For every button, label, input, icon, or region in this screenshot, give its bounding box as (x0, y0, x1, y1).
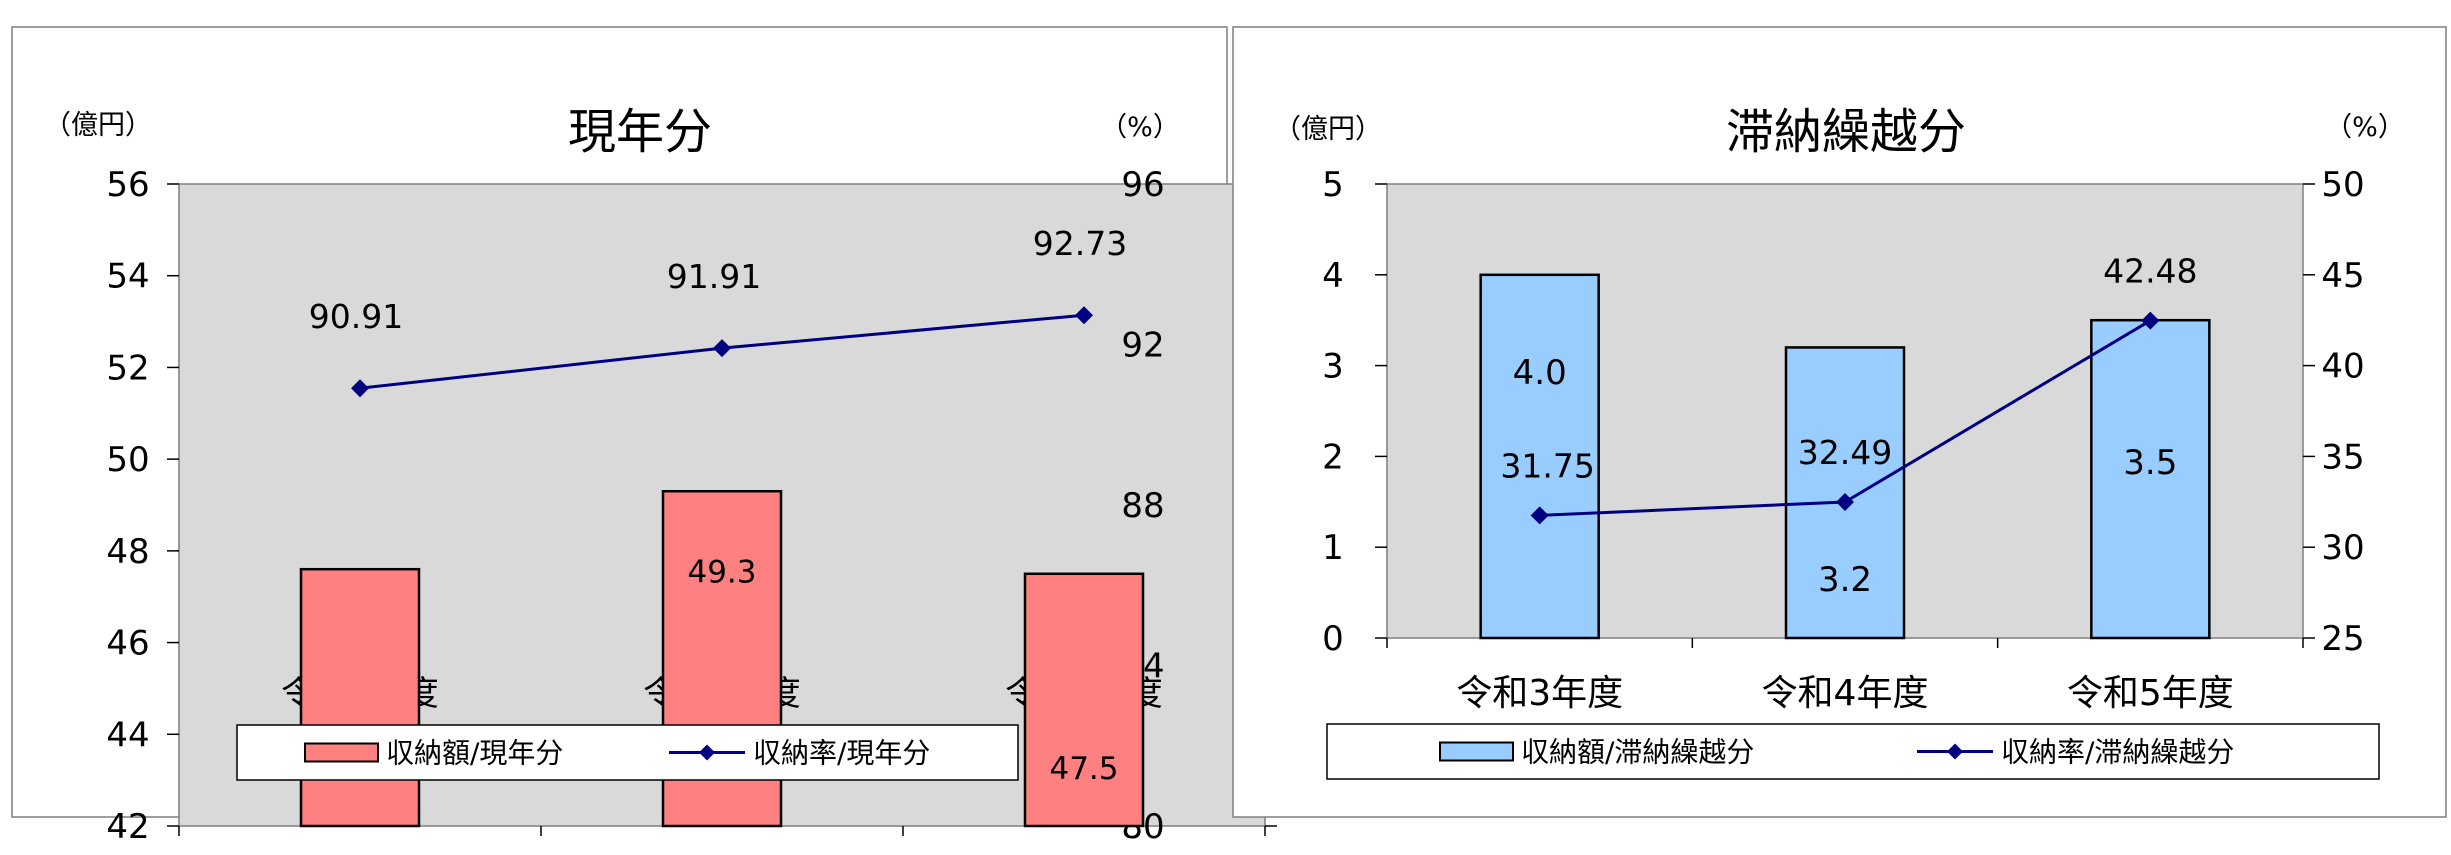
left-axis-unit: （億円） (44, 110, 152, 141)
legend-line-marker (1947, 743, 1963, 760)
bar-data-label: 49.3 (687, 555, 756, 591)
line-data-label: 92.73 (1033, 224, 1127, 263)
legend-bar-label: 収納額/滞納繰越分 (1521, 736, 1754, 769)
left-tick-label: 4 (1322, 256, 1344, 296)
left-tick-label: 48 (106, 532, 149, 572)
line-data-label: 91.91 (667, 257, 761, 296)
right-tick-label: 96 (1121, 165, 1164, 205)
right-tick-label: 30 (2321, 528, 2364, 568)
line-data-label: 32.49 (1798, 433, 1892, 472)
bar-data-label: 3.5 (2123, 443, 2177, 483)
chart-title: 滞納繰越分 (1726, 104, 1966, 160)
category-label: 令和3年度 (1456, 673, 1623, 714)
legend-line-label: 収納率/現年分 (753, 737, 930, 770)
legend-bar-label: 収納額/現年分 (386, 737, 563, 770)
left-tick-label: 50 (106, 440, 149, 480)
category-label: 令和4年度 (1762, 673, 1929, 714)
left-tick-label: 1 (1322, 528, 1344, 568)
bar (299, 567, 421, 828)
line-point-marker (1836, 492, 1854, 511)
bar-data-label: 4.0 (1513, 353, 1567, 393)
legend-line-label: 収納率/滞納繰越分 (2001, 736, 2234, 769)
left-tick-label: 5 (1322, 165, 1344, 205)
right-tick-label: 40 (2321, 347, 2364, 387)
line-point-marker (713, 339, 731, 358)
right-tick-label: 88 (1121, 486, 1164, 526)
left-tick-label: 52 (106, 348, 149, 388)
right-axis-unit: （%） (2325, 112, 2405, 143)
legend-bar-swatch (304, 742, 379, 763)
left-axis-unit: （億円） (1274, 114, 1382, 145)
line-point-marker (2141, 311, 2160, 330)
left-tick-label: 42 (106, 807, 149, 847)
right-tick-label: 25 (2321, 619, 2364, 659)
legend: 収納額/滞納繰越分 収納率/滞納繰越分 (1326, 723, 2380, 780)
left-tick-label: 44 (106, 715, 149, 755)
line-point-marker (1075, 306, 1093, 325)
legend-bar-swatch (1439, 741, 1514, 762)
bar-data-label: 3.2 (1818, 560, 1872, 600)
right-tick-label: 50 (2321, 165, 2364, 205)
legend: 収納額/現年分 収納率/現年分 (236, 724, 1019, 781)
line-point-marker (1530, 506, 1549, 525)
line-data-label: 42.48 (2103, 252, 2197, 291)
bar (1479, 273, 1600, 640)
bar-data-label: 47.5 (1049, 751, 1118, 787)
left-tick-label: 46 (106, 624, 149, 664)
left-tick-label: 54 (106, 257, 149, 297)
right-tick-label: 45 (2321, 256, 2364, 296)
line-data-label: 90.91 (309, 297, 403, 336)
line-data-label: 31.75 (1500, 446, 1594, 485)
left-tick-label: 3 (1322, 347, 1344, 387)
legend-line-marker (699, 744, 715, 761)
left-tick-label: 2 (1322, 437, 1344, 477)
right-axis-unit: （%） (1100, 112, 1180, 143)
left-tick-label: 56 (106, 165, 149, 205)
category-label: 令和5年度 (2067, 673, 2234, 714)
bar (2090, 318, 2211, 640)
left-tick-label: 0 (1322, 619, 1344, 659)
chart-title: 現年分 (568, 104, 712, 160)
line-point-marker (351, 379, 369, 398)
right-tick-label: 35 (2321, 437, 2364, 477)
right-tick-label: 92 (1121, 326, 1164, 366)
bar (1784, 346, 1906, 640)
chart-1: 現年分（億円）（%）42444648505254568084889296令和3年… (11, 26, 1277, 847)
bar (1023, 572, 1145, 828)
